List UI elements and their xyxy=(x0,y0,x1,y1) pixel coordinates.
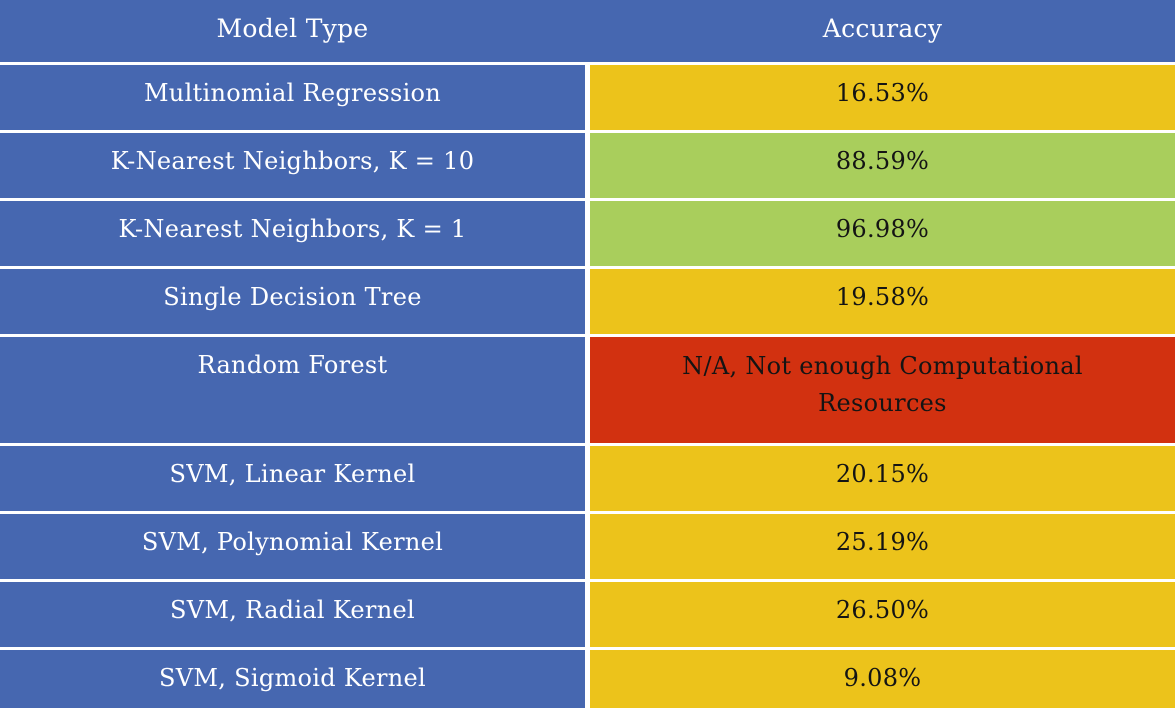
model-cell: SVM, Linear Kernel xyxy=(0,446,585,511)
accuracy-cell: 20.15% xyxy=(590,446,1175,511)
cell-divider xyxy=(585,514,590,579)
accuracy-cell: 19.58% xyxy=(590,269,1175,334)
cell-divider xyxy=(585,337,590,443)
accuracy-cell: 26.50% xyxy=(590,582,1175,647)
table-row: SVM, Linear Kernel 20.15% xyxy=(0,446,1175,511)
cell-divider xyxy=(585,201,590,266)
model-cell: K-Nearest Neighbors, K = 1 xyxy=(0,201,585,266)
model-cell: SVM, Sigmoid Kernel xyxy=(0,650,585,708)
accuracy-cell: 16.53% xyxy=(590,65,1175,130)
table-row: Random Forest N/A, Not enough Computatio… xyxy=(0,337,1175,443)
cell-divider xyxy=(585,65,590,130)
model-cell: SVM, Polynomial Kernel xyxy=(0,514,585,579)
table-row: SVM, Polynomial Kernel 25.19% xyxy=(0,514,1175,579)
accuracy-cell: 96.98% xyxy=(590,201,1175,266)
model-cell: K-Nearest Neighbors, K = 10 xyxy=(0,133,585,198)
table-row: K-Nearest Neighbors, K = 10 88.59% xyxy=(0,133,1175,198)
accuracy-cell: 88.59% xyxy=(590,133,1175,198)
model-cell: Multinomial Regression xyxy=(0,65,585,130)
header-model-type: Model Type xyxy=(216,14,369,43)
model-cell: Random Forest xyxy=(0,337,585,443)
model-cell: SVM, Radial Kernel xyxy=(0,582,585,647)
table-row: Multinomial Regression 16.53% xyxy=(0,65,1175,130)
table-row: SVM, Radial Kernel 26.50% xyxy=(0,582,1175,647)
accuracy-cell: 25.19% xyxy=(590,514,1175,579)
cell-divider xyxy=(585,650,590,708)
header-accuracy: Accuracy xyxy=(822,14,943,43)
table-row: K-Nearest Neighbors, K = 1 96.98% xyxy=(0,201,1175,266)
cell-divider xyxy=(585,133,590,198)
table-row: Single Decision Tree 19.58% xyxy=(0,269,1175,334)
header-row: Model Type Accuracy xyxy=(0,0,1175,62)
cell-divider xyxy=(585,446,590,511)
accuracy-cell: N/A, Not enough Computational Resources xyxy=(590,337,1175,443)
model-cell: Single Decision Tree xyxy=(0,269,585,334)
accuracy-cell: 9.08% xyxy=(590,650,1175,708)
cell-divider xyxy=(585,582,590,647)
table-row: SVM, Sigmoid Kernel 9.08% xyxy=(0,650,1175,708)
cell-divider xyxy=(585,269,590,334)
